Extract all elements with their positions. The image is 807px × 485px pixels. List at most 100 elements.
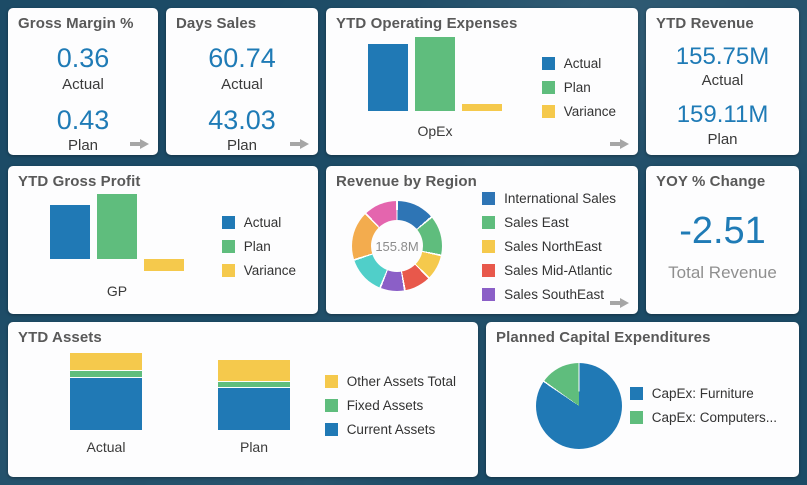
metric-plan: 0.43 Plan (57, 105, 110, 155)
card-title: YTD Operating Expenses (336, 15, 518, 32)
bar-actual[interactable] (368, 43, 408, 111)
bar-segment-current-assets[interactable] (70, 377, 142, 430)
metric-plan: 43.03 Plan (208, 104, 276, 155)
bar-segment-other-assets-total[interactable] (218, 359, 290, 381)
metric-label: Plan (226, 137, 257, 155)
donut-chart[interactable]: 155.8M (352, 201, 442, 291)
card-revenue-by-region: Revenue by Region 155.8M International S… (326, 166, 638, 314)
legend-item-plan: Plan (541, 80, 616, 95)
legend-label: CapEx: Computers... (651, 410, 777, 425)
legend-label: Variance (563, 104, 616, 119)
legend-item-variance: Variance (541, 104, 616, 119)
card-title: YOY % Change (656, 173, 766, 190)
legend-chip (629, 387, 643, 400)
arrow-right-icon (290, 138, 309, 149)
card-title: YTD Gross Profit (18, 173, 141, 190)
legend-label: Sales East (504, 214, 569, 230)
card-ytd-gross-profit: YTD Gross Profit GP Actual Plan Variance (8, 166, 318, 314)
pie-chart[interactable] (536, 362, 622, 449)
legend-chip (324, 375, 338, 388)
x-axis-labels: Actual Plan (70, 439, 290, 457)
legend-label: Fixed Assets (346, 398, 424, 413)
bar-plan[interactable] (415, 36, 455, 111)
metric-value: 0.36 (56, 43, 110, 73)
legend-chip (482, 191, 496, 205)
metric-value: 159.11M (676, 101, 769, 129)
card-ytd-revenue: YTD Revenue 155.75M Actual 159.11M Plan (646, 8, 799, 155)
legend-item-international-sales: International Sales (482, 191, 616, 206)
card-title: Revenue by Region (336, 173, 477, 190)
kpi-metrics: 60.74 Actual 43.03 Plan (176, 43, 308, 155)
legend-item-sales-east: Sales East (482, 215, 616, 230)
legend-item-other-assets-total: Other Assets Total (324, 374, 456, 389)
opex-bar-chart: OpEx (368, 36, 502, 139)
arrow-right-icon (610, 297, 629, 308)
card-gross-margin: Gross Margin % 0.36 Actual 0.43 Plan (8, 8, 158, 155)
chart-row: CapEx: Furniture CapEx: Computers... (496, 346, 789, 465)
legend-label: Actual (243, 214, 282, 230)
legend-chip (221, 215, 235, 229)
bar-actual[interactable] (50, 205, 90, 259)
legend-chip (482, 239, 496, 253)
bar-variance[interactable] (462, 103, 502, 111)
metric-value: -2.51 (679, 209, 766, 252)
bar-plot (368, 36, 502, 111)
legend-item-variance: Variance (221, 262, 296, 278)
metric-value: 43.03 (208, 104, 276, 135)
bar-segment-fixed-assets[interactable] (70, 370, 142, 377)
metric-actual: 60.74 Actual (208, 43, 276, 93)
arrow-right-icon (130, 138, 149, 149)
card-yoy-change: YOY % Change -2.51 Total Revenue (646, 166, 799, 314)
metric-label: Actual (221, 75, 263, 93)
legend-chip (541, 57, 555, 70)
legend-item-actual: Actual (221, 214, 296, 230)
metric-label: Total Revenue (668, 262, 777, 282)
gross-profit-bar-chart: GP (50, 193, 184, 299)
legend-item-capex-computers: CapEx: Computers... (629, 410, 777, 425)
legend-chip (482, 287, 496, 301)
bar-variance[interactable] (144, 258, 184, 271)
donut-center-label: 155.8M (375, 238, 419, 254)
card-title: Gross Margin % (18, 15, 134, 32)
legend-label: Other Assets Total (346, 374, 456, 389)
drill-through-arrow-button[interactable] (610, 137, 630, 150)
legend-item-sales-southeast: Sales SouthEast (482, 287, 616, 302)
chart-row: Actual Plan Other Assets Total Fixed Asset… (18, 346, 468, 465)
revenue-region-donut-chart: 155.8M (352, 201, 442, 291)
legend-chip (482, 215, 496, 229)
x-axis-label: OpEx (417, 122, 453, 139)
legend-label: Plan (563, 80, 591, 95)
chart-legend: CapEx: Furniture CapEx: Computers... (629, 386, 777, 425)
bar-segment-other-assets-total[interactable] (70, 352, 142, 370)
stacked-bar-plot (70, 352, 290, 430)
kpi-metrics: 0.36 Actual 0.43 Plan (18, 43, 148, 155)
metric-label: Plan (707, 130, 738, 148)
bar-segment-current-assets[interactable] (218, 387, 290, 430)
legend-chip (541, 81, 555, 94)
legend-label: Sales Mid-Atlantic (504, 262, 613, 278)
metric-label: Actual (62, 75, 104, 93)
legend-label: Actual (563, 56, 602, 71)
legend-label: Sales NorthEast (504, 238, 602, 254)
legend-label: Variance (243, 262, 296, 278)
metric-label: Plan (67, 137, 99, 155)
legend-item-capex-furniture: CapEx: Furniture (629, 386, 777, 401)
metric-value: 60.74 (208, 43, 276, 73)
arrow-right-icon (610, 138, 629, 149)
legend-chip (324, 399, 338, 412)
metric-actual: 155.75M Actual (676, 43, 769, 89)
drill-through-arrow-button[interactable] (130, 137, 150, 150)
legend-label: Current Assets (346, 422, 436, 437)
legend-item-current-assets: Current Assets (324, 422, 456, 437)
drill-through-arrow-button[interactable] (290, 137, 310, 150)
legend-chip (324, 423, 338, 436)
bar-segment-fixed-assets[interactable] (218, 381, 290, 387)
metric-plan: 159.11M Plan (676, 101, 769, 148)
legend-chip (221, 263, 235, 277)
donut-hole: 155.8M (370, 219, 424, 273)
bar-plan[interactable] (97, 193, 137, 259)
x-axis-label: Actual (86, 438, 126, 455)
drill-through-arrow-button[interactable] (610, 296, 630, 309)
legend-chip (482, 263, 496, 277)
